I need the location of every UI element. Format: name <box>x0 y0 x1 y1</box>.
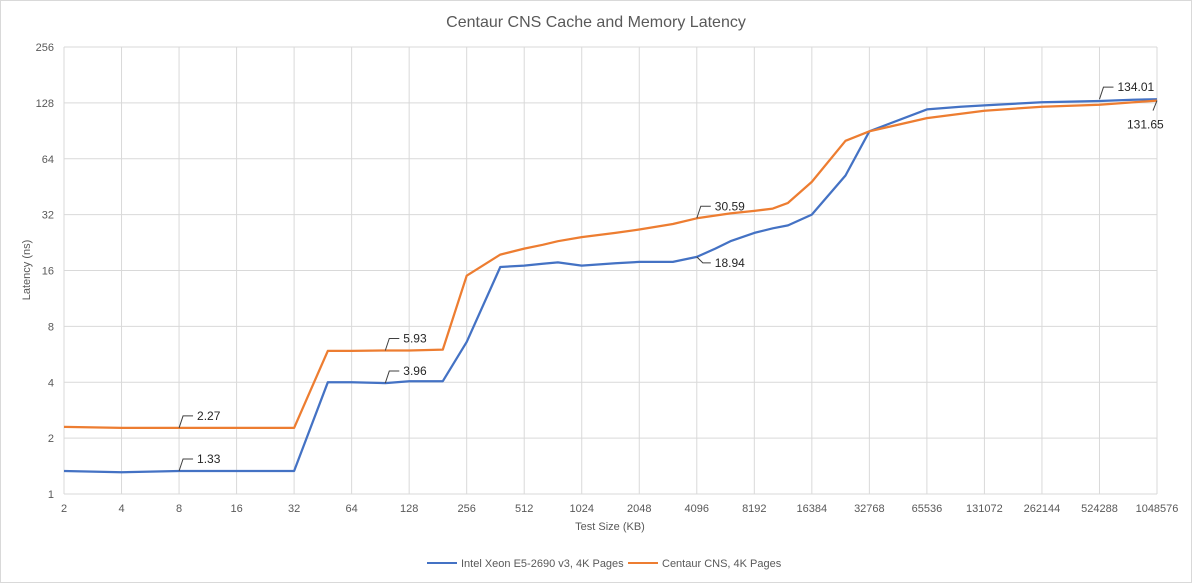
data-label: 3.96 <box>403 364 427 378</box>
x-tick-label: 64 <box>346 503 358 515</box>
y-tick-label: 16 <box>42 266 54 278</box>
x-tick-label: 8 <box>176 503 182 515</box>
x-tick-label: 262144 <box>1024 503 1061 515</box>
legend-label-centaur: Centaur CNS, 4K Pages <box>662 558 782 570</box>
legend: Intel Xeon E5-2690 v3, 4K Pages Centaur … <box>427 558 782 570</box>
y-tick-label: 64 <box>42 154 54 166</box>
data-label-leader <box>696 205 711 219</box>
x-tick-label: 4096 <box>685 503 709 515</box>
data-label: 30.59 <box>715 199 745 213</box>
series-lines <box>63 98 1158 474</box>
x-tick-label: 131072 <box>966 503 1003 515</box>
x-tick-label: 1048576 <box>1136 503 1179 515</box>
data-label-leader <box>1098 86 1114 100</box>
y-axis-label: Latency (ns) <box>21 240 33 301</box>
y-axis-ticks: 1 2 4 8 16 32 64 128 256 <box>36 42 54 501</box>
chart-title: Centaur CNS Cache and Memory Latency <box>446 14 746 31</box>
legend-label-intel: Intel Xeon E5-2690 v3, 4K Pages <box>461 558 624 570</box>
data-label-leader <box>384 338 400 351</box>
y-tick-label: 4 <box>48 377 54 389</box>
y-tick-label: 32 <box>42 210 54 222</box>
data-label-leader <box>696 256 711 264</box>
y-tick-label: 256 <box>36 42 54 54</box>
x-tick-label: 32768 <box>854 503 885 515</box>
data-label: 131.65 <box>1127 118 1164 132</box>
data-label: 2.27 <box>197 409 221 423</box>
data-label: 18.94 <box>715 256 745 270</box>
data-label-leader <box>384 370 400 384</box>
y-tick-label: 1 <box>48 489 54 501</box>
x-tick-label: 2048 <box>627 503 651 515</box>
x-tick-label: 65536 <box>912 503 943 515</box>
data-label: 1.33 <box>197 452 221 466</box>
x-axis-ticks: 2 4 8 16 32 64 128 256 512 1024 2048 4096 8192 16384 3… <box>61 503 1178 515</box>
x-tick-label: 524288 <box>1081 503 1118 515</box>
data-label: 134.01 <box>1117 80 1154 94</box>
x-tick-label: 1024 <box>569 503 593 515</box>
x-tick-label: 32 <box>288 503 300 515</box>
data-label: 5.93 <box>403 332 427 346</box>
x-tick-label: 16384 <box>797 503 828 515</box>
x-tick-label: 512 <box>515 503 533 515</box>
series-line-intel <box>63 98 1158 474</box>
x-axis-label: Test Size (KB) <box>575 521 645 533</box>
x-tick-label: 128 <box>400 503 418 515</box>
series-line-centaur <box>63 99 1158 430</box>
data-label-leader <box>178 458 194 472</box>
x-tick-label: 256 <box>458 503 476 515</box>
x-tick-label: 2 <box>61 503 67 515</box>
y-tick-label: 128 <box>36 98 54 110</box>
data-labels: 1.33 2.27 3.96 5.93 18.94 30.59 134.01 131.65 <box>178 80 1164 472</box>
x-tick-label: 16 <box>230 503 242 515</box>
x-tick-label: 8192 <box>742 503 766 515</box>
y-tick-label: 2 <box>48 433 54 445</box>
x-tick-label: 4 <box>118 503 124 515</box>
grid <box>63 46 1158 495</box>
data-label-leader <box>178 415 194 429</box>
data-label-leader <box>1152 100 1158 111</box>
y-tick-label: 8 <box>48 321 54 333</box>
